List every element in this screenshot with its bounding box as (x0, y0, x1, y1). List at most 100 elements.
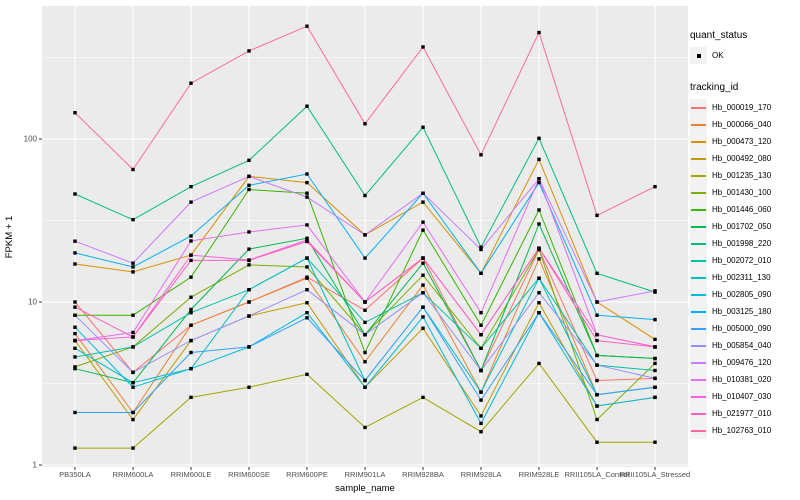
data-point-Hb_010381_020 (305, 223, 309, 227)
data-point-Hb_002805_090 (479, 421, 483, 426)
data-point-Hb_000473_120 (73, 262, 77, 266)
data-point-Hb_102763_010 (421, 45, 425, 49)
data-point-Hb_002311_130 (305, 256, 309, 260)
x-tick-label: RRIM928LA (461, 470, 502, 479)
data-point-Hb_102763_010 (73, 110, 77, 115)
data-point-Hb_001446_060 (421, 228, 425, 232)
data-point-Hb_001430_100 (305, 265, 309, 269)
legend-label: Hb_000492_080 (712, 154, 772, 163)
data-point-Hb_102763_010 (479, 153, 483, 157)
legend-key-line (690, 235, 707, 252)
data-point-Hb_001235_130 (73, 446, 77, 450)
data-point-Hb_001702_050 (189, 307, 193, 312)
legend-tracking-id-items: Hb_000019_170 Hb_000066_040 Hb_000473_120 H… (690, 99, 800, 439)
data-point-Hb_001998_220 (595, 271, 599, 275)
data-point-Hb_001998_220 (537, 136, 541, 140)
data-point-Hb_005854_040 (537, 291, 541, 295)
legend-item-Hb_002805_090: Hb_002805_090 (690, 286, 800, 303)
data-point-Hb_002311_130 (247, 287, 251, 292)
x-tick-label: RRII105LA_Control (564, 470, 629, 479)
legend-line-swatch-icon (691, 328, 706, 330)
data-point-Hb_002072_010 (131, 345, 135, 349)
data-point-Hb_002805_090 (305, 310, 309, 315)
data-point-Hb_010407_030 (73, 338, 77, 343)
data-point-Hb_001702_050 (653, 356, 657, 361)
legend-key-line (690, 116, 707, 133)
y-tick-label: 100 (24, 135, 38, 144)
legend-label: Hb_005000_090 (712, 324, 772, 333)
legend-label: Hb_102763_010 (712, 426, 772, 435)
legend-line-swatch-icon (691, 141, 706, 143)
legend-label: Hb_002072_010 (712, 256, 772, 265)
legend-label: Hb_010381_020 (712, 375, 772, 384)
data-point-Hb_001235_130 (653, 440, 657, 444)
legend-line-swatch-icon (691, 226, 706, 228)
legend-line-swatch-icon (691, 209, 706, 211)
legend-line-swatch-icon (691, 379, 706, 381)
data-point-Hb_010381_020 (537, 177, 541, 181)
x-tick-label: RRIM600PE (286, 470, 328, 479)
data-point-Hb_003125_180 (247, 183, 251, 187)
data-point-Hb_000066_040 (537, 257, 541, 261)
data-point-Hb_102763_010 (363, 122, 367, 126)
data-point-Hb_021977_010 (305, 239, 309, 244)
data-point-Hb_005000_090 (305, 316, 309, 320)
x-axis-title: sample_name (335, 483, 395, 494)
legend-item-Hb_002311_130: Hb_002311_130 (690, 269, 800, 286)
legend-key-line (690, 218, 707, 235)
x-tick-label: RRIM928BA (402, 470, 444, 479)
legend-label: Hb_002311_130 (712, 273, 771, 282)
data-point-Hb_102763_010 (247, 49, 251, 53)
legend-key-line (690, 303, 707, 320)
data-point-Hb_000019_170 (363, 308, 367, 312)
data-point-Hb_021977_010 (363, 300, 367, 304)
legend-item-Hb_000473_120: Hb_000473_120 (690, 133, 800, 150)
data-point-Hb_001446_060 (537, 208, 541, 212)
data-point-Hb_001998_220 (305, 104, 309, 108)
legend-label: Hb_000019_170 (712, 103, 772, 112)
data-point-Hb_009476_120 (653, 289, 657, 293)
data-point-Hb_001998_220 (247, 158, 251, 163)
data-point-Hb_003125_180 (479, 271, 483, 275)
data-point-Hb_009476_120 (131, 261, 135, 265)
data-point-Hb_021977_010 (537, 246, 541, 250)
data-point-Hb_003125_180 (305, 172, 309, 176)
data-point-Hb_001235_130 (537, 361, 541, 366)
data-point-Hb_021977_010 (73, 305, 77, 309)
legend-key-point (690, 47, 707, 64)
data-point-Hb_001702_050 (595, 353, 599, 358)
data-point-Hb_000492_080 (479, 414, 483, 418)
data-point-Hb_102763_010 (595, 213, 599, 218)
legend-line-swatch-icon (691, 124, 706, 126)
data-point-Hb_010381_020 (247, 230, 251, 234)
data-point-Hb_003125_180 (131, 265, 135, 269)
data-point-Hb_000066_040 (189, 323, 193, 327)
data-point-Hb_005854_040 (653, 376, 657, 381)
legend-label: Hb_000473_120 (712, 137, 772, 146)
legend-item-quant-status: OK (690, 47, 800, 64)
x-tick-label: RRIM600LE (171, 470, 212, 479)
data-point-Hb_010407_030 (595, 333, 599, 337)
legend-item-Hb_001702_050: Hb_001702_050 (690, 218, 800, 235)
legend-line-swatch-icon (691, 175, 706, 177)
data-point-Hb_000473_120 (421, 200, 425, 204)
legend-title-quant-status: quant_status (690, 30, 748, 41)
data-point-Hb_000066_040 (247, 300, 251, 304)
data-point-Hb_000019_170 (595, 378, 599, 383)
legend-key-line (690, 167, 707, 184)
data-point-Hb_001446_060 (189, 275, 193, 279)
data-point-Hb_003125_180 (653, 317, 657, 322)
data-point-Hb_005000_090 (363, 378, 367, 383)
y-axis-title: FPKM + 1 (4, 216, 15, 259)
data-point-Hb_000066_040 (421, 283, 425, 287)
legend-key-line (690, 320, 707, 337)
data-point-Hb_005000_090 (73, 410, 77, 415)
legend-line-swatch-icon (691, 107, 706, 109)
data-point-Hb_021977_010 (653, 345, 657, 349)
legend-line-swatch-icon (691, 430, 706, 432)
x-tick-label: RRIM600SE (228, 470, 270, 479)
data-point-Hb_102763_010 (537, 30, 541, 35)
legend-label: Hb_009476_120 (712, 358, 772, 367)
data-point-Hb_001998_220 (189, 184, 193, 189)
data-point-Hb_001446_060 (131, 313, 135, 317)
